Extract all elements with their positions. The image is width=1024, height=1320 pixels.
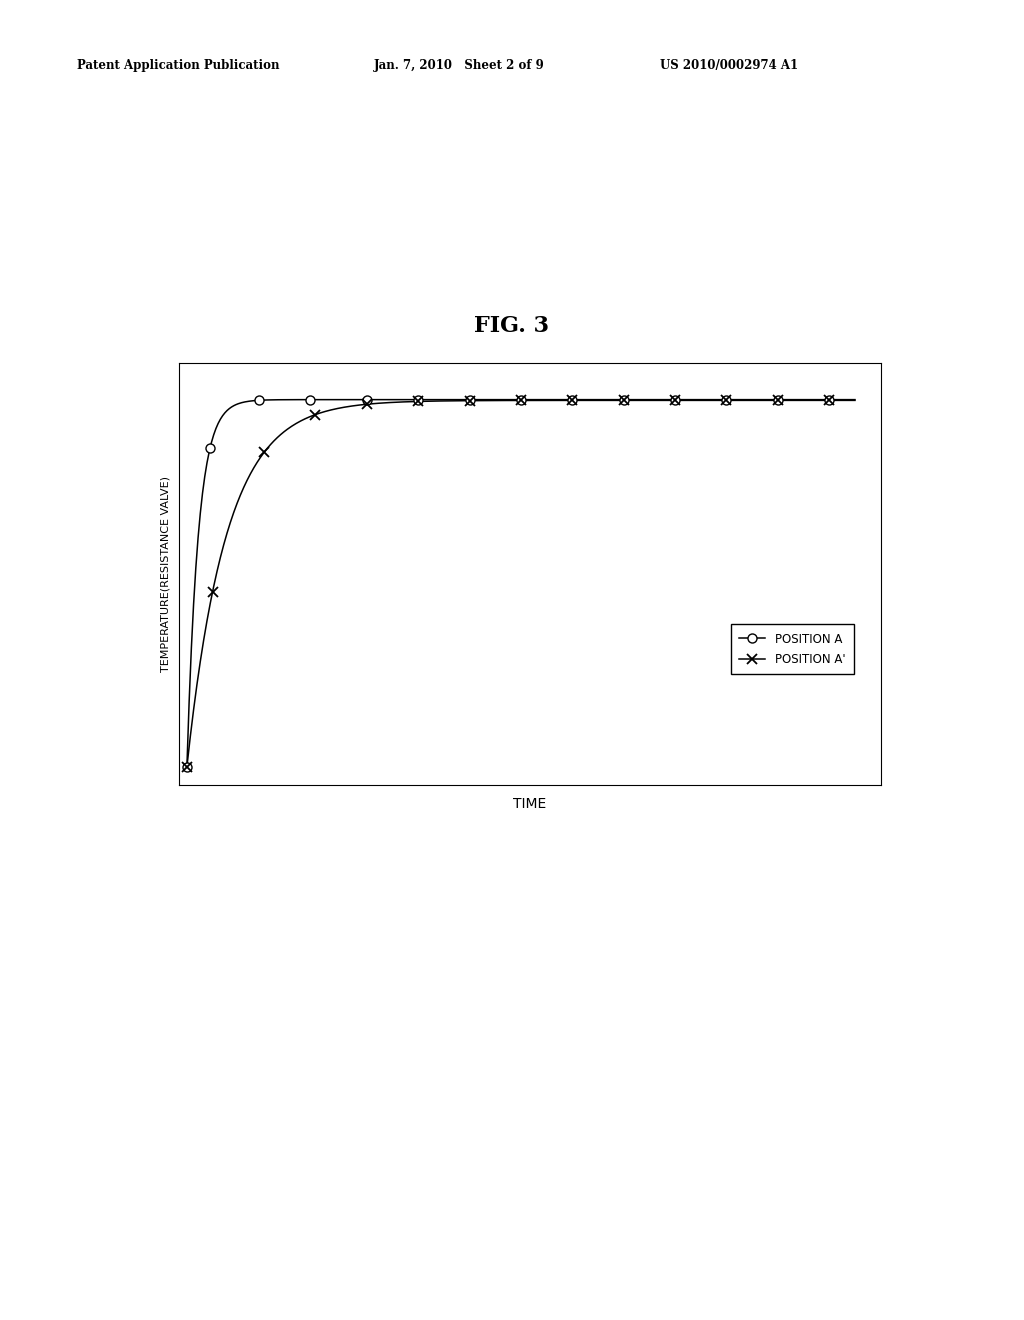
Legend: POSITION A, POSITION A': POSITION A, POSITION A' (731, 624, 854, 675)
Y-axis label: TEMPERATURE(RESISTANCE VALVE): TEMPERATURE(RESISTANCE VALVE) (161, 477, 171, 672)
Text: FIG. 3: FIG. 3 (474, 314, 550, 337)
Text: US 2010/0002974 A1: US 2010/0002974 A1 (660, 59, 799, 73)
X-axis label: TIME: TIME (513, 796, 547, 810)
Text: Patent Application Publication: Patent Application Publication (77, 59, 280, 73)
Text: Jan. 7, 2010   Sheet 2 of 9: Jan. 7, 2010 Sheet 2 of 9 (374, 59, 545, 73)
